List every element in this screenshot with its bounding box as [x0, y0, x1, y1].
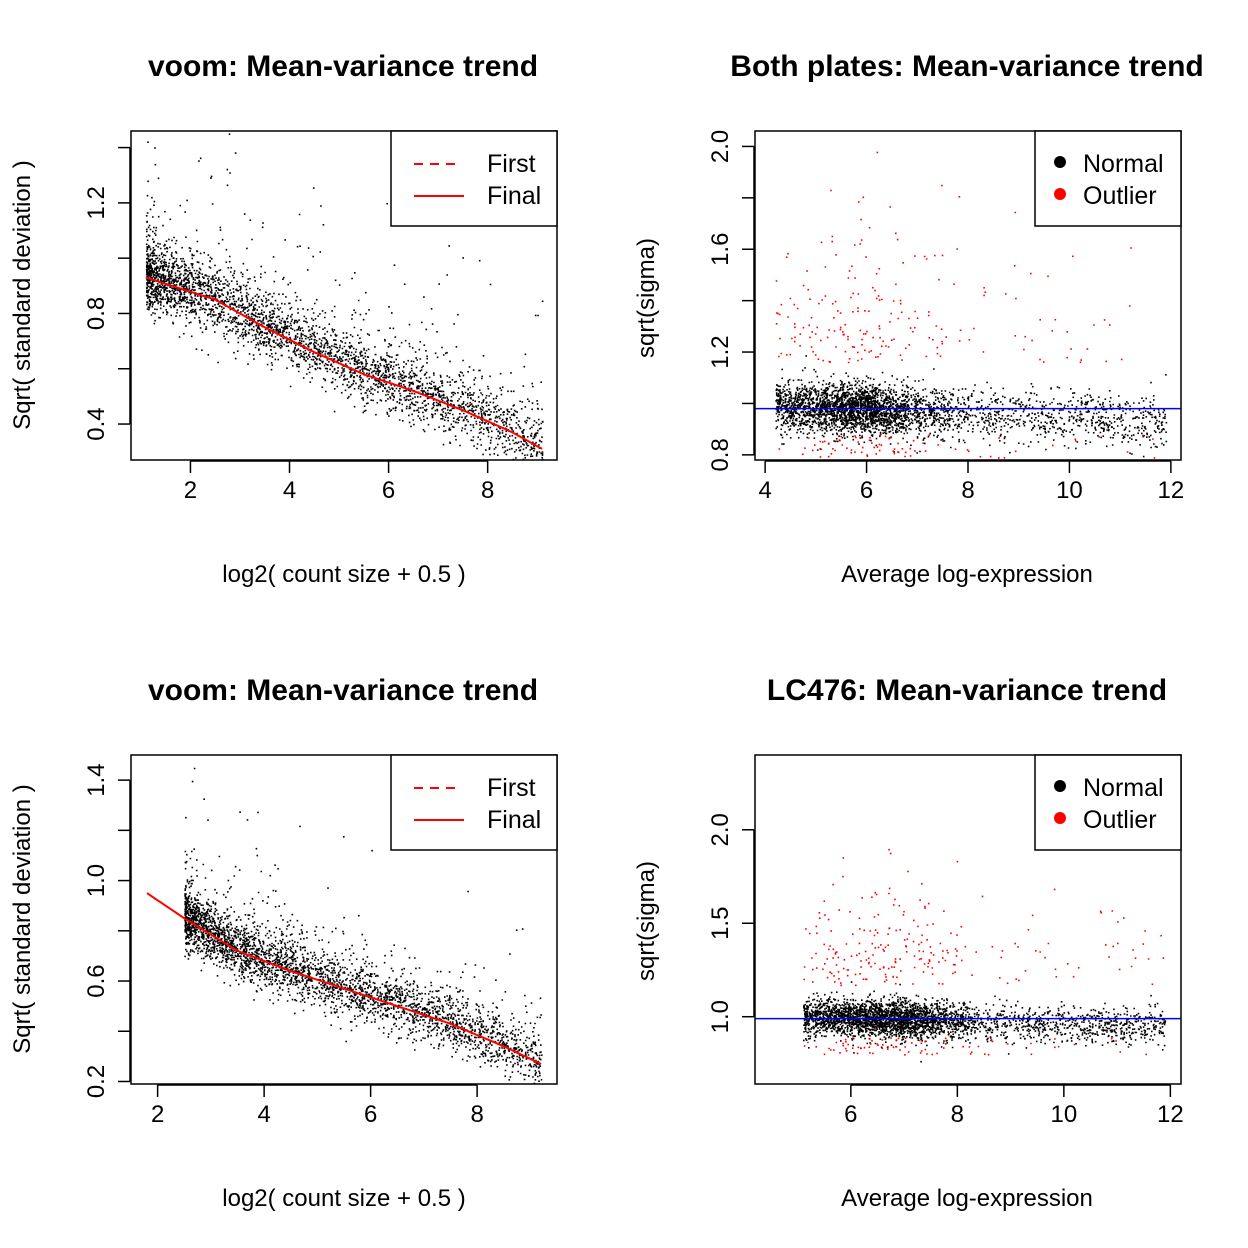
legend-swatch-outlier — [1054, 812, 1066, 824]
trend-lines — [145, 276, 543, 450]
legend-swatch-normal — [1054, 156, 1066, 168]
panel-both-plates: Both plates: Mean-variance trend 4 6 8 10 12… — [633, 50, 1204, 588]
x-axis-label: log2( count size + 0.5 ) — [222, 1185, 465, 1212]
panel-voom-top: voom: Mean-variance trend 2 4 6 8 0.4 0.8 1.2… — [9, 50, 558, 588]
x-tick-label: 6 — [844, 1101, 857, 1128]
legend-label-first: First — [487, 150, 536, 178]
panel-voom-bottom: voom: Mean-variance trend 2 4 6 8 0.2 0.6 1.0… — [9, 674, 558, 1212]
trend-lines — [146, 892, 542, 1065]
x-axis: 6 8 10 12 — [844, 1084, 1184, 1128]
x-tick-label: 10 — [1056, 477, 1083, 504]
legend: First Final — [390, 754, 558, 851]
y-tick-label: 1.0 — [707, 1000, 734, 1033]
y-tick-label: 0.8 — [83, 297, 110, 330]
y-tick-label: 0.6 — [83, 964, 110, 997]
y-axis: 1.0 1.5 2.0 — [707, 813, 755, 1033]
x-tick-label: 6 — [860, 477, 873, 504]
plot-frame — [130, 754, 558, 1085]
legend-label-first: First — [487, 774, 536, 802]
x-tick-label: 12 — [1157, 1101, 1184, 1128]
legend-label-outlier: Outlier — [1083, 182, 1157, 210]
y-axis-label: sqrt(sigma) — [633, 238, 660, 358]
data-points — [803, 981, 1167, 1063]
y-tick-label: 2.0 — [707, 813, 734, 846]
plot-frame — [754, 130, 1182, 461]
y-tick-label: 2.0 — [707, 130, 734, 163]
legend-label-final: Final — [487, 806, 541, 834]
x-tick-label: 6 — [364, 1101, 377, 1128]
legend: First Final — [390, 130, 558, 227]
y-tick-label: 0.2 — [83, 1065, 110, 1098]
x-tick-label: 2 — [184, 477, 197, 504]
panel-title: LC476: Mean-variance trend — [767, 674, 1167, 707]
panel-title: Both plates: Mean-variance trend — [730, 50, 1203, 83]
trend-line-final — [146, 892, 542, 1065]
y-tick-label: 1.0 — [83, 864, 110, 897]
x-tick-label: 4 — [257, 1101, 270, 1128]
x-tick-label: 8 — [481, 477, 494, 504]
y-axis: 0.2 0.6 1.0 1.4 — [83, 763, 131, 1098]
legend-label-outlier: Outlier — [1083, 806, 1157, 834]
y-tick-label: 1.2 — [707, 335, 734, 368]
x-tick-label: 6 — [382, 477, 395, 504]
panel-title: voom: Mean-variance trend — [148, 50, 538, 83]
x-tick-label: 2 — [151, 1101, 164, 1128]
plot-frame — [754, 754, 1182, 1085]
x-tick-label: 10 — [1050, 1101, 1077, 1128]
x-axis: 2 4 6 8 — [151, 1084, 484, 1128]
x-axis: 2 4 6 8 — [184, 460, 494, 504]
legend-label-normal: Normal — [1083, 774, 1164, 802]
point-cloud — [775, 151, 1168, 459]
x-axis-label: Average log-expression — [841, 561, 1093, 588]
legend-swatch-outlier — [1054, 188, 1066, 200]
y-tick-label: 1.5 — [707, 907, 734, 940]
y-tick-label: 1.2 — [83, 186, 110, 219]
data-points — [184, 767, 543, 1085]
y-axis: 0.4 0.8 1.2 — [83, 146, 131, 441]
legend: Normal Outlier — [1034, 130, 1182, 227]
y-axis-label: Sqrt( standard deviation ) — [9, 160, 36, 429]
point-cloud — [803, 848, 1167, 1063]
x-tick-label: 4 — [758, 477, 771, 504]
x-axis-label: log2( count size + 0.5 ) — [222, 561, 465, 588]
y-tick-label: 0.4 — [83, 407, 110, 440]
y-tick-label: 1.4 — [83, 763, 110, 796]
legend-label-final: Final — [487, 182, 541, 210]
y-tick-label: 0.8 — [707, 438, 734, 471]
x-axis: 4 6 8 10 12 — [758, 460, 1185, 504]
legend-swatch-normal — [1054, 780, 1066, 792]
panel-lc476: LC476: Mean-variance trend 6 8 10 12 1.0 1.5… — [633, 674, 1184, 1212]
y-tick-label: 1.6 — [707, 233, 734, 266]
x-tick-label: 8 — [961, 477, 974, 504]
y-axis-label: Sqrt( standard deviation ) — [9, 784, 36, 1053]
data-points — [775, 355, 1168, 458]
x-axis-label: Average log-expression — [841, 1185, 1093, 1212]
x-tick-label: 4 — [283, 477, 296, 504]
plot-frame — [130, 130, 558, 461]
y-axis-label: sqrt(sigma) — [633, 861, 660, 981]
x-tick-label: 8 — [470, 1101, 483, 1128]
panel-title: voom: Mean-variance trend — [148, 674, 538, 707]
x-tick-label: 8 — [951, 1101, 964, 1128]
x-tick-label: 12 — [1158, 477, 1185, 504]
point-cloud — [184, 767, 543, 1085]
trend-line-final — [145, 276, 543, 450]
legend-label-normal: Normal — [1083, 150, 1164, 178]
legend: Normal Outlier — [1034, 754, 1182, 851]
y-axis: 0.8 1.2 1.6 2.0 — [707, 130, 755, 472]
